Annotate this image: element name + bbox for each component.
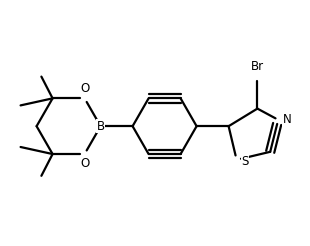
- Text: N: N: [283, 113, 292, 126]
- Text: O: O: [80, 82, 89, 95]
- Text: Br: Br: [251, 61, 264, 73]
- Text: S: S: [241, 155, 249, 168]
- Text: O: O: [80, 157, 89, 170]
- Text: B: B: [96, 120, 105, 133]
